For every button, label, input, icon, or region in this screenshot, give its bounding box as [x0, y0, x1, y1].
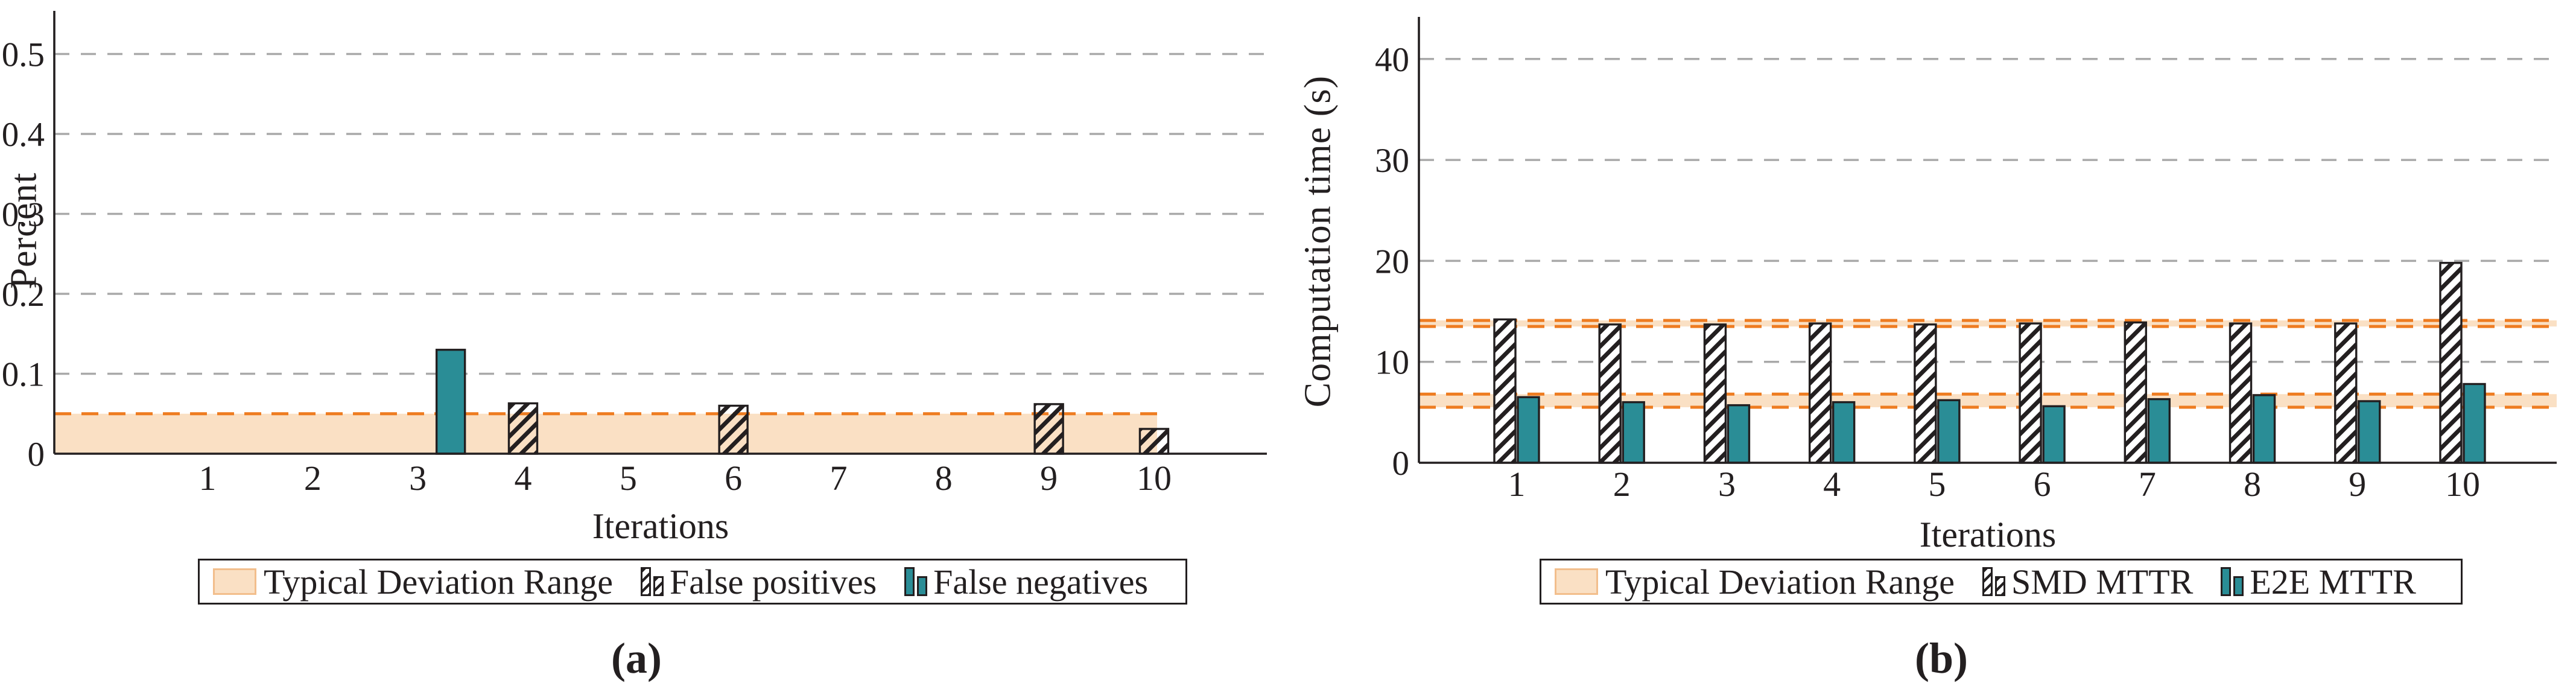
legend-item-typical-deviation-range: Typical Deviation Range [213, 562, 613, 602]
legend-item-e2e-mttr: E2E MTTR [2221, 562, 2416, 602]
x-tick-label: 9 [2349, 465, 2366, 504]
bar-hatch [1914, 324, 1936, 463]
panel-a-y-axis-label: Percent [3, 172, 45, 289]
bar-e2e-mttr [1622, 401, 1645, 464]
bar-e2e-mttr [2463, 383, 2486, 464]
deviation-band [1419, 320, 2557, 327]
x-tick-label: 8 [935, 459, 953, 498]
panel-b-plot: 0 10 20 30 40 1 2 3 4 5 6 7 8 9 10 [1375, 17, 2557, 504]
panel-b-x-axis-label: Iterations [1919, 515, 2057, 554]
x-tick-label: 5 [1928, 465, 1946, 504]
y-tick-label: 20 [1375, 243, 1409, 281]
x-tick-label: 1 [1508, 465, 1526, 504]
y-tick-label: 0.3 [2, 196, 45, 234]
legend-label: False positives [669, 562, 877, 602]
bar-e2e-mttr [2252, 394, 2276, 464]
x-tick-label: 5 [620, 459, 637, 498]
bar-hatch [2125, 322, 2146, 463]
x-tick-label: 2 [304, 459, 322, 498]
x-tick-label: 3 [1718, 465, 1736, 504]
y-tick-label: 0 [1392, 445, 1410, 483]
x-tick-label: 9 [1040, 459, 1058, 498]
y-tick-label: 0.4 [2, 116, 45, 154]
bar-e2e-mttr [1937, 399, 1961, 464]
bar-hatch [2020, 323, 2041, 463]
bar-hatch [2440, 262, 2461, 463]
panel-a-legend: Typical Deviation Range False positives … [198, 559, 1187, 605]
x-tick-label: 6 [2034, 465, 2051, 504]
panel-a-caption: (a) [611, 634, 662, 682]
y-tick-label: 0.2 [2, 276, 45, 314]
y-tick-label: 40 [1375, 41, 1409, 79]
bar-e2e-mttr [2147, 398, 2171, 464]
deviation-band [54, 413, 1157, 454]
y-tick-label: 0.1 [2, 356, 45, 394]
bar-false-negatives [435, 349, 466, 455]
legend-label: False negatives [933, 562, 1149, 602]
y-tick-label: 10 [1375, 344, 1409, 382]
bar-hatch [1035, 404, 1064, 454]
legend-label: Typical Deviation Range [264, 562, 613, 602]
hatched-bars-icon [1982, 567, 2005, 596]
x-tick-label: 6 [725, 459, 742, 498]
deviation-band [1419, 394, 2557, 407]
legend-item-smd-mttr: SMD MTTR [1982, 562, 2193, 602]
legend-label: E2E MTTR [2250, 562, 2416, 602]
legend-item-false-negatives: False negatives [904, 562, 1148, 602]
teal-bars-icon [904, 567, 928, 596]
x-tick-label: 2 [1613, 465, 1631, 504]
y-tick-label: 0 [28, 436, 45, 474]
hatched-bars-icon [640, 567, 664, 596]
bar-e2e-mttr [2358, 400, 2381, 464]
y-tick-label: 0.5 [2, 36, 45, 74]
bar-hatch [1599, 324, 1621, 463]
bar-e2e-mttr [1727, 404, 1751, 464]
band-swatch-icon [213, 568, 256, 595]
bar-hatch [1809, 323, 1831, 463]
bar-e2e-mttr [2042, 405, 2066, 464]
panel-a-x-axis-label: Iterations [592, 506, 729, 546]
legend-label: SMD MTTR [2011, 562, 2194, 602]
panel-b-y-axis-label: Computation time (s) [1297, 75, 1339, 408]
legend-label: Typical Deviation Range [1605, 562, 1955, 602]
x-tick-label: 10 [1137, 459, 1172, 498]
legend-item-typical-deviation-range: Typical Deviation Range [1555, 562, 1955, 602]
legend-item-false-positives: False positives [640, 562, 877, 602]
bar-e2e-mttr [1832, 401, 1856, 464]
bar-hatch [719, 405, 748, 454]
panel-a-plot: 0 0.1 0.2 0.3 0.4 0.5 1 2 3 4 5 6 7 8 9 10 [2, 11, 1267, 498]
x-tick-label: 8 [2244, 465, 2261, 504]
x-tick-label: 7 [2139, 465, 2156, 504]
x-tick-label: 1 [199, 459, 217, 498]
x-tick-label: 4 [514, 459, 531, 498]
x-tick-label: 3 [409, 459, 427, 498]
bar-hatch [1704, 324, 1726, 463]
bar-hatch [1140, 428, 1169, 454]
bar-e2e-mttr [1517, 396, 1540, 464]
x-tick-label: 4 [1823, 465, 1841, 504]
x-tick-label: 10 [2445, 465, 2480, 504]
bar-hatch [509, 403, 538, 454]
x-tick-label: 7 [830, 459, 847, 498]
y-tick-label: 30 [1375, 142, 1409, 180]
bar-hatch [2230, 323, 2251, 463]
band-swatch-icon [1555, 568, 1598, 595]
panel-b-caption: (b) [1915, 634, 1968, 682]
bar-hatch [2335, 323, 2356, 463]
panel-b-legend: Typical Deviation Range SMD MTTR E2E MTT… [1540, 559, 2463, 605]
teal-bars-icon [2221, 567, 2244, 596]
bar-hatch [1494, 319, 1515, 463]
